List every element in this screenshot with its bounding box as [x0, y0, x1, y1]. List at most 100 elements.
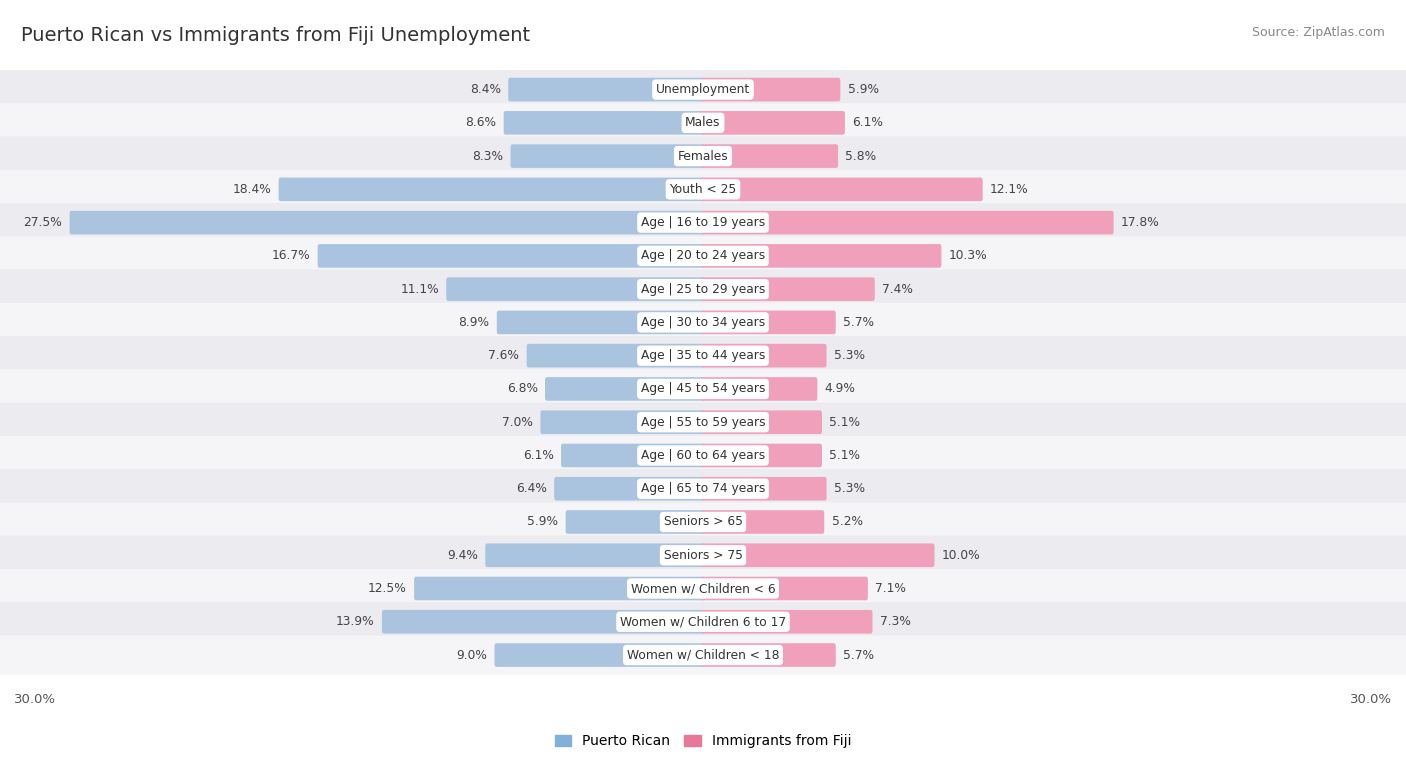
FancyBboxPatch shape — [0, 602, 1406, 641]
Text: Women w/ Children < 6: Women w/ Children < 6 — [631, 582, 775, 595]
Text: 5.9%: 5.9% — [848, 83, 879, 96]
FancyBboxPatch shape — [702, 310, 835, 335]
FancyBboxPatch shape — [0, 436, 1406, 475]
Text: Age | 30 to 34 years: Age | 30 to 34 years — [641, 316, 765, 329]
FancyBboxPatch shape — [496, 310, 704, 335]
Text: 18.4%: 18.4% — [232, 183, 271, 196]
Text: 7.1%: 7.1% — [875, 582, 905, 595]
FancyBboxPatch shape — [446, 277, 704, 301]
Text: 7.4%: 7.4% — [882, 282, 912, 296]
FancyBboxPatch shape — [702, 544, 935, 567]
Text: Age | 55 to 59 years: Age | 55 to 59 years — [641, 416, 765, 428]
Text: 5.3%: 5.3% — [834, 482, 865, 495]
FancyBboxPatch shape — [554, 477, 704, 500]
Text: Age | 60 to 64 years: Age | 60 to 64 years — [641, 449, 765, 462]
Text: Women w/ Children 6 to 17: Women w/ Children 6 to 17 — [620, 615, 786, 628]
Text: 6.1%: 6.1% — [852, 117, 883, 129]
FancyBboxPatch shape — [0, 469, 1406, 509]
FancyBboxPatch shape — [702, 510, 824, 534]
FancyBboxPatch shape — [0, 203, 1406, 242]
FancyBboxPatch shape — [0, 403, 1406, 442]
Text: 8.9%: 8.9% — [458, 316, 489, 329]
FancyBboxPatch shape — [702, 577, 868, 600]
Text: 30.0%: 30.0% — [1350, 693, 1392, 706]
FancyBboxPatch shape — [382, 610, 704, 634]
Text: 5.1%: 5.1% — [830, 416, 860, 428]
FancyBboxPatch shape — [702, 78, 841, 101]
FancyBboxPatch shape — [702, 344, 827, 367]
FancyBboxPatch shape — [702, 210, 1114, 235]
Text: 12.5%: 12.5% — [368, 582, 406, 595]
Text: Age | 45 to 54 years: Age | 45 to 54 years — [641, 382, 765, 395]
FancyBboxPatch shape — [0, 635, 1406, 674]
Text: 9.4%: 9.4% — [447, 549, 478, 562]
Text: Youth < 25: Youth < 25 — [669, 183, 737, 196]
Text: 5.7%: 5.7% — [844, 316, 875, 329]
Text: Women w/ Children < 18: Women w/ Children < 18 — [627, 649, 779, 662]
Text: Age | 35 to 44 years: Age | 35 to 44 years — [641, 349, 765, 362]
FancyBboxPatch shape — [702, 610, 873, 634]
FancyBboxPatch shape — [0, 303, 1406, 342]
Text: 13.9%: 13.9% — [336, 615, 374, 628]
FancyBboxPatch shape — [0, 103, 1406, 142]
Text: 5.7%: 5.7% — [844, 649, 875, 662]
Text: 8.3%: 8.3% — [472, 150, 503, 163]
FancyBboxPatch shape — [318, 244, 704, 268]
FancyBboxPatch shape — [0, 569, 1406, 608]
Text: 8.4%: 8.4% — [470, 83, 501, 96]
FancyBboxPatch shape — [702, 444, 823, 467]
FancyBboxPatch shape — [70, 210, 704, 235]
FancyBboxPatch shape — [0, 536, 1406, 575]
Text: Unemployment: Unemployment — [655, 83, 751, 96]
FancyBboxPatch shape — [702, 277, 875, 301]
FancyBboxPatch shape — [702, 111, 845, 135]
FancyBboxPatch shape — [0, 236, 1406, 276]
Text: 7.3%: 7.3% — [880, 615, 911, 628]
FancyBboxPatch shape — [0, 336, 1406, 375]
Text: 16.7%: 16.7% — [271, 249, 311, 263]
FancyBboxPatch shape — [702, 477, 827, 500]
Text: 11.1%: 11.1% — [401, 282, 439, 296]
Text: Females: Females — [678, 150, 728, 163]
Text: 27.5%: 27.5% — [24, 217, 62, 229]
FancyBboxPatch shape — [565, 510, 704, 534]
Text: 17.8%: 17.8% — [1121, 217, 1160, 229]
FancyBboxPatch shape — [702, 178, 983, 201]
Text: Source: ZipAtlas.com: Source: ZipAtlas.com — [1251, 26, 1385, 39]
Text: 10.0%: 10.0% — [942, 549, 980, 562]
FancyBboxPatch shape — [503, 111, 704, 135]
Text: 12.1%: 12.1% — [990, 183, 1029, 196]
Text: Males: Males — [685, 117, 721, 129]
Text: 9.0%: 9.0% — [457, 649, 486, 662]
FancyBboxPatch shape — [702, 145, 838, 168]
FancyBboxPatch shape — [561, 444, 704, 467]
Text: 5.1%: 5.1% — [830, 449, 860, 462]
FancyBboxPatch shape — [702, 643, 835, 667]
Text: 6.1%: 6.1% — [523, 449, 554, 462]
Text: 7.0%: 7.0% — [502, 416, 533, 428]
FancyBboxPatch shape — [508, 78, 704, 101]
Text: Age | 65 to 74 years: Age | 65 to 74 years — [641, 482, 765, 495]
FancyBboxPatch shape — [0, 269, 1406, 309]
Text: 5.9%: 5.9% — [527, 516, 558, 528]
Text: 7.6%: 7.6% — [488, 349, 519, 362]
Text: 6.8%: 6.8% — [506, 382, 537, 395]
Text: 5.3%: 5.3% — [834, 349, 865, 362]
FancyBboxPatch shape — [540, 410, 704, 434]
FancyBboxPatch shape — [0, 369, 1406, 409]
FancyBboxPatch shape — [527, 344, 704, 367]
FancyBboxPatch shape — [495, 643, 704, 667]
Text: Puerto Rican vs Immigrants from Fiji Unemployment: Puerto Rican vs Immigrants from Fiji Une… — [21, 26, 530, 45]
Text: 5.2%: 5.2% — [831, 516, 863, 528]
Text: 4.9%: 4.9% — [825, 382, 856, 395]
Text: 8.6%: 8.6% — [465, 117, 496, 129]
Text: 30.0%: 30.0% — [14, 693, 56, 706]
FancyBboxPatch shape — [415, 577, 704, 600]
FancyBboxPatch shape — [0, 70, 1406, 109]
FancyBboxPatch shape — [0, 136, 1406, 176]
Text: Age | 20 to 24 years: Age | 20 to 24 years — [641, 249, 765, 263]
FancyBboxPatch shape — [0, 503, 1406, 541]
FancyBboxPatch shape — [510, 145, 704, 168]
FancyBboxPatch shape — [702, 244, 942, 268]
Text: Age | 16 to 19 years: Age | 16 to 19 years — [641, 217, 765, 229]
